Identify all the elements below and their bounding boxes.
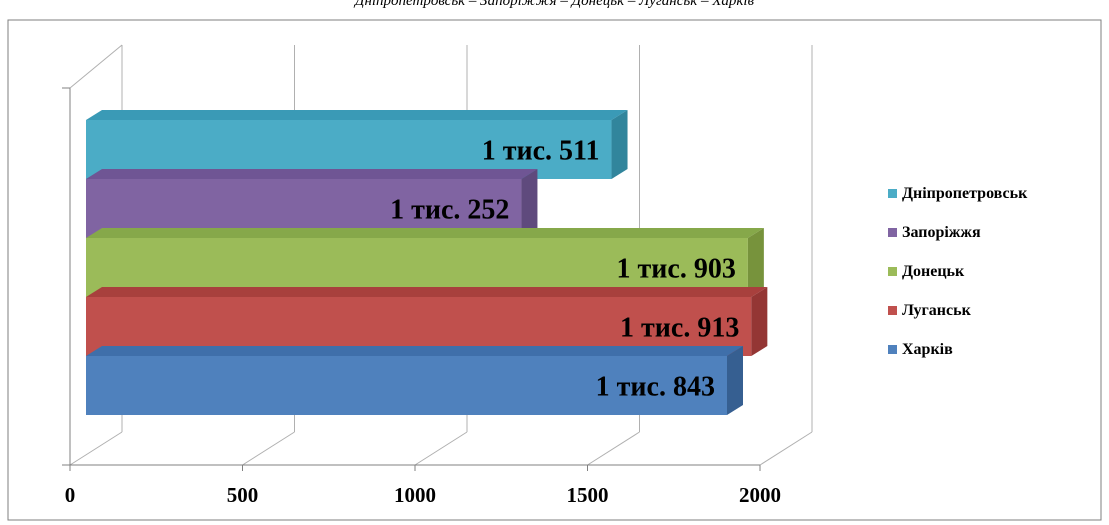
floor-gridline	[414, 431, 468, 466]
chart-border	[7, 19, 1102, 521]
bar	[86, 356, 727, 415]
floor-gridline	[759, 431, 813, 466]
bar-side	[747, 228, 764, 297]
bars	[86, 110, 768, 415]
bar-top	[86, 169, 538, 179]
data-label: 1 тис. 511	[482, 136, 600, 167]
data-label: 1 тис. 843	[596, 372, 715, 403]
data-labels: 1 тис. 511 1 тис. 252 1 тис. 903 1 тис. 913…	[390, 136, 739, 403]
data-label: 1 тис. 252	[390, 195, 509, 226]
legend-label: Запоріжжя	[902, 224, 981, 241]
legend-label: Донецьк	[902, 263, 965, 280]
bar-top	[86, 287, 768, 297]
bar-side	[521, 169, 538, 238]
legend-label: Харків	[902, 341, 953, 358]
legend-swatch	[888, 189, 897, 198]
legend: Дніпропетровськ Запоріжжя Донецьк Луганськ Х…	[888, 185, 1028, 358]
bar-top	[86, 110, 628, 120]
bar-side	[751, 287, 768, 356]
legend-label: Луганськ	[902, 302, 972, 319]
bar-top	[86, 346, 743, 356]
data-label: 1 тис. 903	[617, 254, 736, 285]
x-axis-ticks: 0 500 1000 1500 2000	[65, 483, 781, 507]
floor-gridline	[587, 431, 640, 466]
x-tick-label: 500	[227, 483, 259, 507]
data-label: 1 тис. 913	[620, 313, 739, 344]
legend-label: Дніпропетровськ	[902, 185, 1028, 202]
bar-top	[86, 228, 764, 238]
x-tick-label: 0	[65, 483, 76, 507]
legend-swatch	[888, 345, 897, 354]
legend-swatch	[888, 267, 897, 276]
floor-gridline	[242, 431, 295, 466]
x-tick-label: 1500	[567, 483, 609, 507]
legend-swatch	[888, 228, 897, 237]
chart-caption: Дніпропетровськ – Запоріжжя – Донецьк – …	[354, 0, 755, 8]
left-wall-top	[69, 44, 123, 89]
x-tick-label: 1000	[394, 483, 436, 507]
x-tick-label: 2000	[739, 483, 781, 507]
bar-side	[611, 110, 628, 179]
legend-swatch	[888, 306, 897, 315]
floor-gridline	[69, 431, 123, 466]
bar-side	[727, 346, 743, 415]
